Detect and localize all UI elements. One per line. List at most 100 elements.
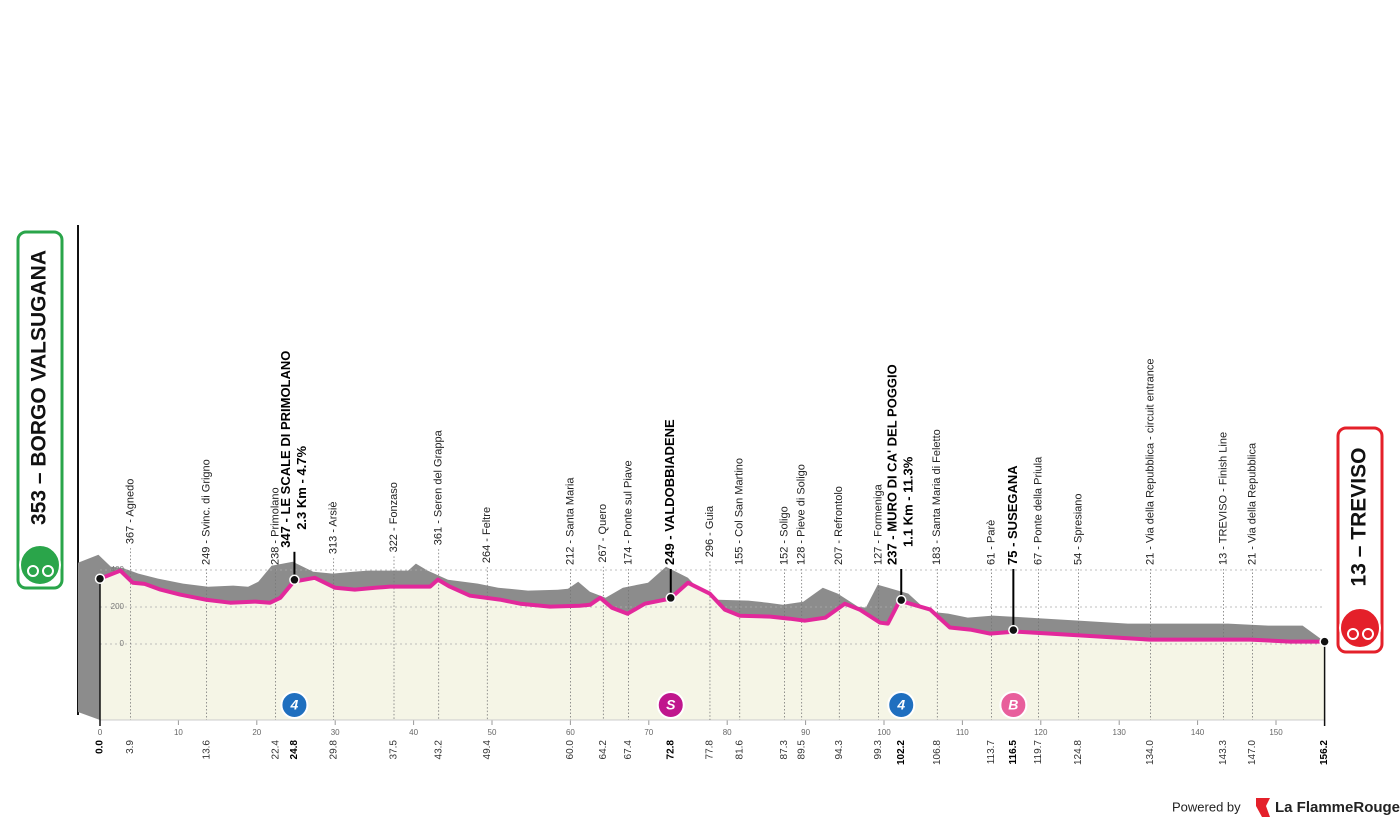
waypoint-label: 267 - Quero [597,504,609,563]
badge [280,691,309,719]
x-tick-label: 50 [488,728,497,737]
badge [887,691,916,719]
waypoint-label: 238 - Primolano [270,487,282,565]
finish-icon-wheel [1347,628,1359,640]
finish-icon-wheel [1362,628,1374,640]
start-panel [16,230,64,590]
waypoint-label: 207 - Refrontolo [833,486,845,565]
km-label: 49.4 [482,740,493,760]
waypoint-label: 313 - Arsiè [328,502,340,555]
km-label: 0.0 [95,740,106,754]
badge [999,691,1028,719]
y-tick-label: 0 [120,639,125,648]
x-tick-label: 120 [1034,728,1048,737]
badge-label: 4 [896,697,905,713]
x-tick-label: 30 [331,728,340,737]
x-tick-label: 110 [956,728,969,737]
waypoint-label: 174 - Ponte sul Piave [622,460,634,565]
start-label: 353 – BORGO VALSUGANA [28,250,51,525]
waypoint-label: 67 - Ponte della Priula [1032,456,1044,565]
km-label: 67.4 [623,740,634,760]
km-label: 37.5 [389,740,400,760]
brand-logo [1256,798,1270,817]
badge [656,691,685,719]
km-label: 143.3 [1218,740,1229,765]
waypoint-label: 155 - Col San Martino [734,458,746,565]
start-icon-wheel [42,565,54,577]
finish-icon [1339,607,1381,649]
waypoint-label: 54 - Spresiano [1072,493,1084,565]
x-tick-label: 70 [644,728,653,737]
km-label: 156.2 [1319,740,1330,765]
finish-label: 13 – TREVISO [1348,448,1371,587]
km-label: 119.7 [1033,740,1044,765]
badge-label: 4 [290,697,299,713]
km-label: 113.7 [986,740,997,765]
km-label: 64.2 [598,740,609,760]
start-icon [19,544,61,586]
ground-area [100,570,1325,720]
waypoint-label: 127 - Formeniga [872,483,884,565]
km-label: 3.9 [125,740,136,754]
waypoint-label: 296 - Guia [704,505,716,557]
waypoint-label: 212 - Santa Maria [564,477,576,565]
km-label: 87.3 [779,740,790,760]
finish-dot [1319,636,1330,647]
x-tick-label: 0 [98,728,103,737]
waypoint-dot [289,574,300,586]
km-label: 106.8 [932,740,943,765]
x-tick-label: 40 [409,728,418,737]
waypoint-label: 322 - Fonzaso [388,482,400,552]
waypoint-dot [1008,624,1019,636]
km-label: 99.3 [873,740,884,760]
brand: La FlammeRouge [1275,799,1400,816]
km-label: 13.6 [201,740,212,760]
x-tick-label: 20 [252,728,261,737]
waypoint-label: 249 - VALDOBBIADENE [662,419,677,565]
profile-line [99,568,1325,644]
x-tick-label: 130 [1113,728,1127,737]
km-label: 24.8 [289,740,300,760]
waypoint-label: 237 - MURO DI CA' DEL POGGIO [885,364,900,565]
waypoint-label: 61 - Parè [985,520,997,565]
waypoint-dot [665,592,676,604]
km-label: 134.0 [1145,740,1156,765]
waypoint-label: 152 - Soligo [778,506,790,565]
x-tick-label: 60 [566,728,575,737]
km-label: 60.0 [565,740,576,760]
waypoint-label: 128 - Pieve di Soligo [796,464,808,565]
start-dot [94,573,106,584]
km-label: 89.5 [796,740,807,760]
km-label: 116.5 [1008,740,1019,765]
powered-by: Powered by [1172,799,1241,814]
km-label: 94.3 [834,740,845,760]
km-label: 147.0 [1247,740,1258,765]
x-tick-label: 100 [877,728,891,737]
km-label: 102.2 [896,740,907,765]
km-label: 43.2 [433,740,444,760]
x-tick-label: 150 [1269,728,1283,737]
waypoint-label: 75 - SUSEGANA [1005,465,1020,565]
waypoint-dot [895,594,907,606]
waypoint-label: 183 - Santa Maria di Feletto [931,429,943,565]
x-tick-label: 140 [1191,728,1205,737]
x-tick-label: 90 [801,728,810,737]
waypoint-label: 21 - Via della Repubblica - circuit entr… [1144,359,1156,565]
y-tick-label: 200 [111,602,125,611]
climb-info: 2.3 Km - 4.7% [294,446,309,530]
x-tick-label: 10 [174,728,183,737]
km-label: 72.8 [665,740,676,760]
finish-panel [1336,426,1384,654]
start-icon-wheel [27,565,39,577]
km-label: 81.6 [734,740,745,760]
climb-info: 1.1 Km - 11.3% [901,456,916,547]
badge-label: S [666,697,676,713]
waypoint-label: 347 - LE SCALE DI PRIMOLANO [278,351,293,548]
km-label: 124.8 [1073,740,1084,765]
km-label: 22.4 [270,740,281,760]
waypoint-label: 361 - Seren del Grappa [433,429,445,545]
x-tick-label: 80 [723,728,732,737]
waypoint-label: 21 - Via della Repubblica [1246,442,1258,565]
